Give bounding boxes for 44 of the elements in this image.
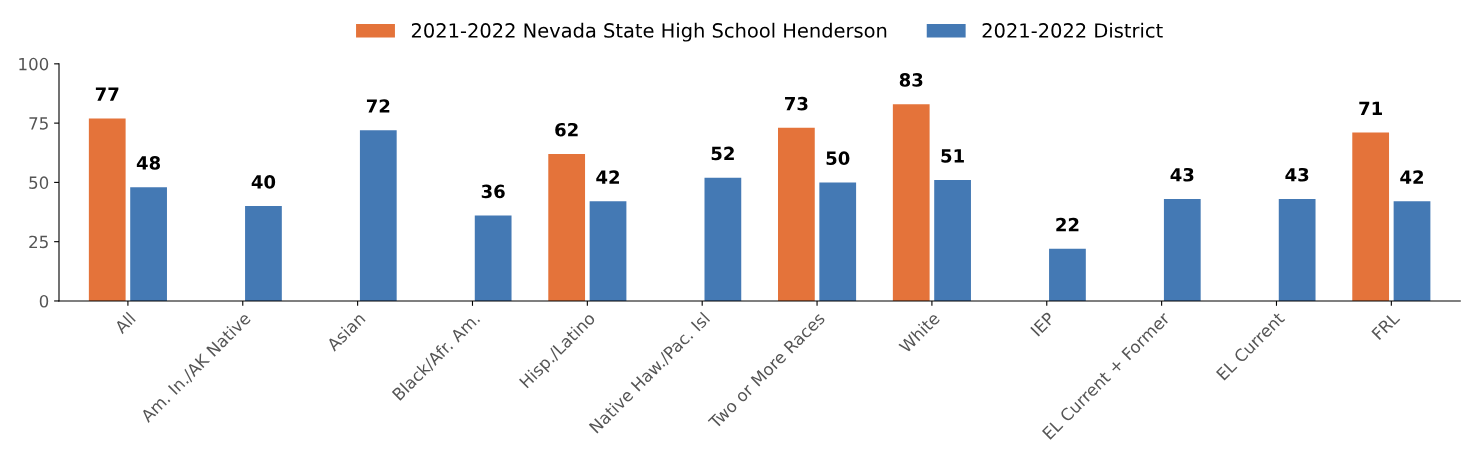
data-label: 52 [711, 146, 734, 161]
x-tick-label: FRL [1371, 311, 1401, 341]
bar [819, 182, 857, 301]
bar [934, 180, 971, 301]
data-label: 62 [555, 122, 578, 137]
bar [1278, 199, 1316, 301]
data-label: 42 [596, 170, 620, 184]
y-tick-label: 75 [29, 117, 48, 130]
data-label: 40 [251, 175, 276, 189]
data-label: 72 [366, 99, 390, 113]
bar [1393, 201, 1431, 301]
bar [245, 206, 282, 301]
data-label: 51 [941, 149, 964, 163]
bar [1352, 132, 1390, 301]
data-label: 71 [1359, 101, 1382, 115]
legend-label: 2021-2022 Nevada State High School Henderson [411, 22, 887, 42]
data-label: 42 [1400, 170, 1423, 184]
bar [778, 127, 815, 301]
bar [359, 130, 397, 301]
legend-label: 2021-2022 District [982, 22, 1163, 38]
bar [474, 215, 512, 301]
bar [704, 177, 742, 301]
y-tick-label: 0 [39, 294, 49, 308]
data-label: 50 [826, 151, 850, 166]
y-tick-label: 100 [19, 57, 49, 71]
data-label: 43 [1170, 167, 1194, 182]
data-label: 22 [1056, 217, 1079, 232]
x-tick-label: All [113, 311, 136, 335]
bar [1163, 199, 1201, 301]
bar [589, 201, 627, 301]
data-label: 73 [785, 96, 808, 111]
x-tick-label: IEP [1030, 311, 1056, 337]
bar [892, 104, 930, 301]
data-label: 77 [95, 87, 119, 101]
data-label: 36 [481, 184, 505, 199]
bar [1049, 248, 1086, 301]
bar [548, 153, 586, 301]
data-label: 43 [1285, 167, 1309, 182]
data-label: 83 [899, 73, 923, 87]
data-label: 48 [136, 156, 161, 170]
y-tick-label: 25 [29, 235, 48, 249]
bar [88, 118, 126, 301]
bar [130, 187, 167, 301]
y-tick-label: 50 [29, 176, 49, 189]
